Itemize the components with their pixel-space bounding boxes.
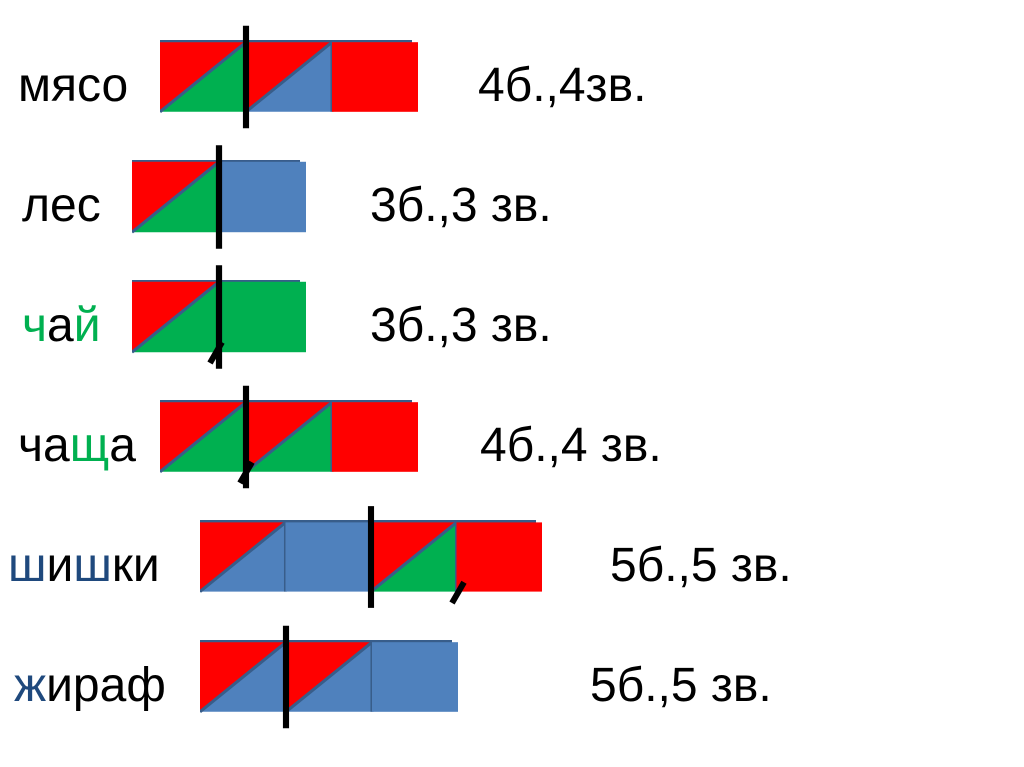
letter: я	[51, 59, 77, 112]
phonetic-diagram	[160, 400, 412, 468]
word-label: чаща	[18, 422, 136, 470]
phonetic-diagram	[160, 40, 412, 108]
diagram-svg	[160, 380, 418, 494]
diagram-svg	[132, 140, 306, 254]
count-label: 3б.,3 зв.	[370, 302, 552, 350]
count-label: 4б.,4 зв.	[480, 422, 662, 470]
letter: а	[43, 419, 70, 472]
cell-solid	[332, 42, 418, 112]
letter: с	[77, 59, 102, 112]
count-label: 4б.,4зв.	[478, 62, 646, 110]
word-label: шишки	[8, 542, 160, 590]
letter: й	[74, 299, 101, 352]
phonetic-diagram	[132, 160, 300, 228]
phonetic-diagram	[200, 640, 452, 708]
cell-solid	[332, 402, 418, 472]
cell-solid	[372, 642, 458, 712]
letter: ш	[73, 539, 112, 592]
cell-solid	[219, 282, 306, 352]
letter: и	[133, 539, 160, 592]
letter: и	[46, 659, 73, 712]
letter: л	[22, 179, 50, 232]
letter: ж	[14, 659, 46, 712]
letter: о	[102, 59, 129, 112]
letter: а	[100, 659, 127, 712]
diagram-svg	[200, 500, 542, 614]
letter: ш	[8, 539, 47, 592]
letter: м	[18, 59, 51, 112]
letter: ч	[22, 299, 47, 352]
diagram-svg	[132, 260, 306, 374]
letter: с	[77, 179, 101, 232]
cell-solid	[286, 522, 372, 591]
letter: а	[47, 299, 74, 352]
diagram-svg	[160, 20, 418, 134]
word-label: мясо	[18, 62, 128, 110]
letter: ф	[126, 659, 166, 712]
cell-solid	[457, 522, 543, 591]
phonetic-diagram	[200, 520, 536, 588]
cell-solid	[219, 162, 306, 232]
letter: к	[112, 539, 133, 592]
word-label: лес	[22, 182, 101, 230]
phonetic-diagram	[132, 280, 300, 348]
count-label: 3б.,3 зв.	[370, 182, 552, 230]
count-label: 5б.,5 зв.	[590, 662, 772, 710]
letter: и	[47, 539, 74, 592]
letter: щ	[70, 419, 110, 472]
letter: ч	[18, 419, 43, 472]
word-label: жираф	[14, 662, 166, 710]
diagram-svg	[200, 620, 458, 734]
letter: р	[73, 659, 100, 712]
count-label: 5б.,5 зв.	[610, 542, 792, 590]
letter: а	[109, 419, 136, 472]
letter: е	[50, 179, 77, 232]
word-label: чай	[22, 302, 101, 350]
